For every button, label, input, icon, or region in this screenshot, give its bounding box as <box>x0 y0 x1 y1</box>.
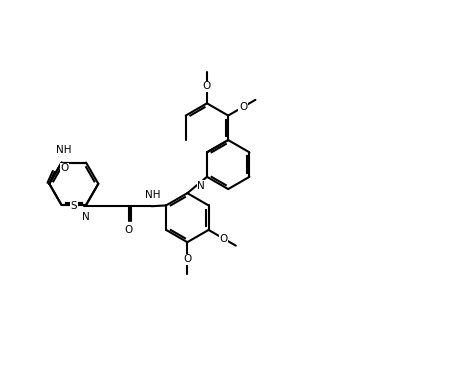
Text: O: O <box>239 102 247 112</box>
Text: N: N <box>197 181 205 191</box>
Text: NH: NH <box>56 145 71 155</box>
Text: N: N <box>82 211 90 222</box>
Text: O: O <box>219 234 228 244</box>
Text: O: O <box>203 81 211 91</box>
Text: S: S <box>71 201 77 211</box>
Text: O: O <box>60 163 69 173</box>
Text: O: O <box>125 225 133 235</box>
Text: NH: NH <box>145 190 161 200</box>
Text: O: O <box>183 254 191 264</box>
